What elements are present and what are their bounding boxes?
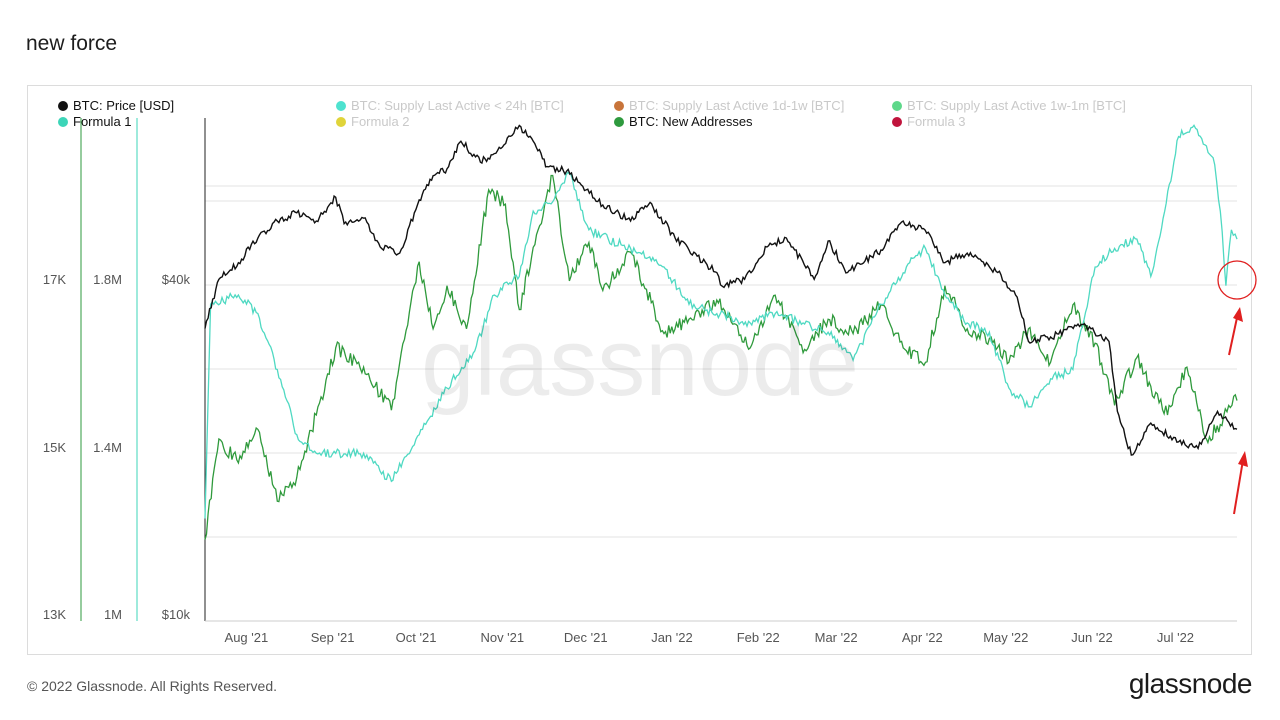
y1-tick-label: 15K [43, 440, 66, 455]
legend-label: Formula 2 [351, 114, 410, 129]
x-tick-label: Feb '22 [737, 630, 780, 645]
x-tick-label: Nov '21 [480, 630, 524, 645]
legend-dot [336, 116, 346, 127]
annotation-circle [1217, 260, 1257, 300]
legend-dot [58, 100, 68, 111]
legend-label: BTC: New Addresses [629, 114, 753, 129]
watermark: glassnode [421, 309, 859, 416]
y1-tick-label: 17K [43, 272, 66, 287]
legend-item-formula-1[interactable]: Formula 1 [58, 114, 132, 129]
legend-item-new-addresses[interactable]: BTC: New Addresses [614, 114, 753, 129]
series-line-new-addresses [204, 174, 1238, 540]
legend-dot [614, 100, 624, 111]
x-tick-label: Jun '22 [1071, 630, 1113, 645]
x-tick-label: Apr '22 [902, 630, 943, 645]
legend-item-formula-3[interactable]: Formula 3 [892, 114, 966, 129]
x-tick-label: Jul '22 [1157, 630, 1194, 645]
series-line-btc-price [204, 124, 1238, 456]
legend-dot [892, 100, 902, 111]
x-tick-label: Dec '21 [564, 630, 608, 645]
legend-item-supply-1w-1m[interactable]: BTC: Supply Last Active 1w-1m [BTC] [892, 98, 1126, 113]
legend-label: BTC: Price [USD] [73, 98, 175, 113]
y2-tick-label: 1.4M [93, 440, 122, 455]
x-tick-label: Sep '21 [311, 630, 355, 645]
legend-item-btc-price[interactable]: BTC: Price [USD] [58, 98, 174, 113]
annotation-arrow-head [1238, 451, 1248, 467]
x-tick-label: May '22 [983, 630, 1028, 645]
y2-tick-label: 1M [104, 607, 122, 622]
page-title: new force [26, 32, 118, 55]
legend-label: Formula 1 [73, 114, 132, 129]
legend-dot [336, 100, 346, 111]
x-tick-label: Jan '22 [651, 630, 693, 645]
legend-item-formula-2[interactable]: Formula 2 [336, 114, 410, 129]
y1-tick-label: 13K [43, 607, 66, 622]
y3-tick-label: $10k [162, 607, 191, 622]
legend-dot [58, 116, 68, 127]
legend-label: BTC: Supply Last Active < 24h [BTC] [351, 98, 564, 113]
annotation-arrow-head [1233, 307, 1243, 322]
legend-label: Formula 3 [907, 114, 966, 129]
legend-item-supply-24h[interactable]: BTC: Supply Last Active < 24h [BTC] [336, 98, 564, 113]
annotation-arrow-shaft [1228, 312, 1239, 356]
x-tick-label: Aug '21 [225, 630, 269, 645]
y3-tick-label: $40k [162, 272, 191, 287]
chart-legend: BTC: Price [USD] BTC: Supply Last Active… [28, 86, 1253, 129]
annotation-arrow-shaft [1233, 459, 1244, 515]
legend-item-supply-1d-1w[interactable]: BTC: Supply Last Active 1d-1w [BTC] [614, 98, 844, 113]
chart-card: BTC: Price [USD] BTC: Supply Last Active… [27, 85, 1252, 655]
footer-logo: glassnode [1128, 668, 1253, 699]
legend-dot [614, 116, 624, 127]
y2-tick-label: 1.8M [93, 272, 122, 287]
x-tick-label: Oct '21 [396, 630, 437, 645]
footer-copyright: © 2022 Glassnode. All Rights Reserved. [27, 678, 278, 694]
series-line-formula-1 [204, 124, 1238, 519]
legend-label: BTC: Supply Last Active 1w-1m [BTC] [907, 98, 1126, 113]
legend-dot [892, 116, 902, 127]
legend-label: BTC: Supply Last Active 1d-1w [BTC] [629, 98, 845, 113]
x-tick-label: Mar '22 [815, 630, 858, 645]
